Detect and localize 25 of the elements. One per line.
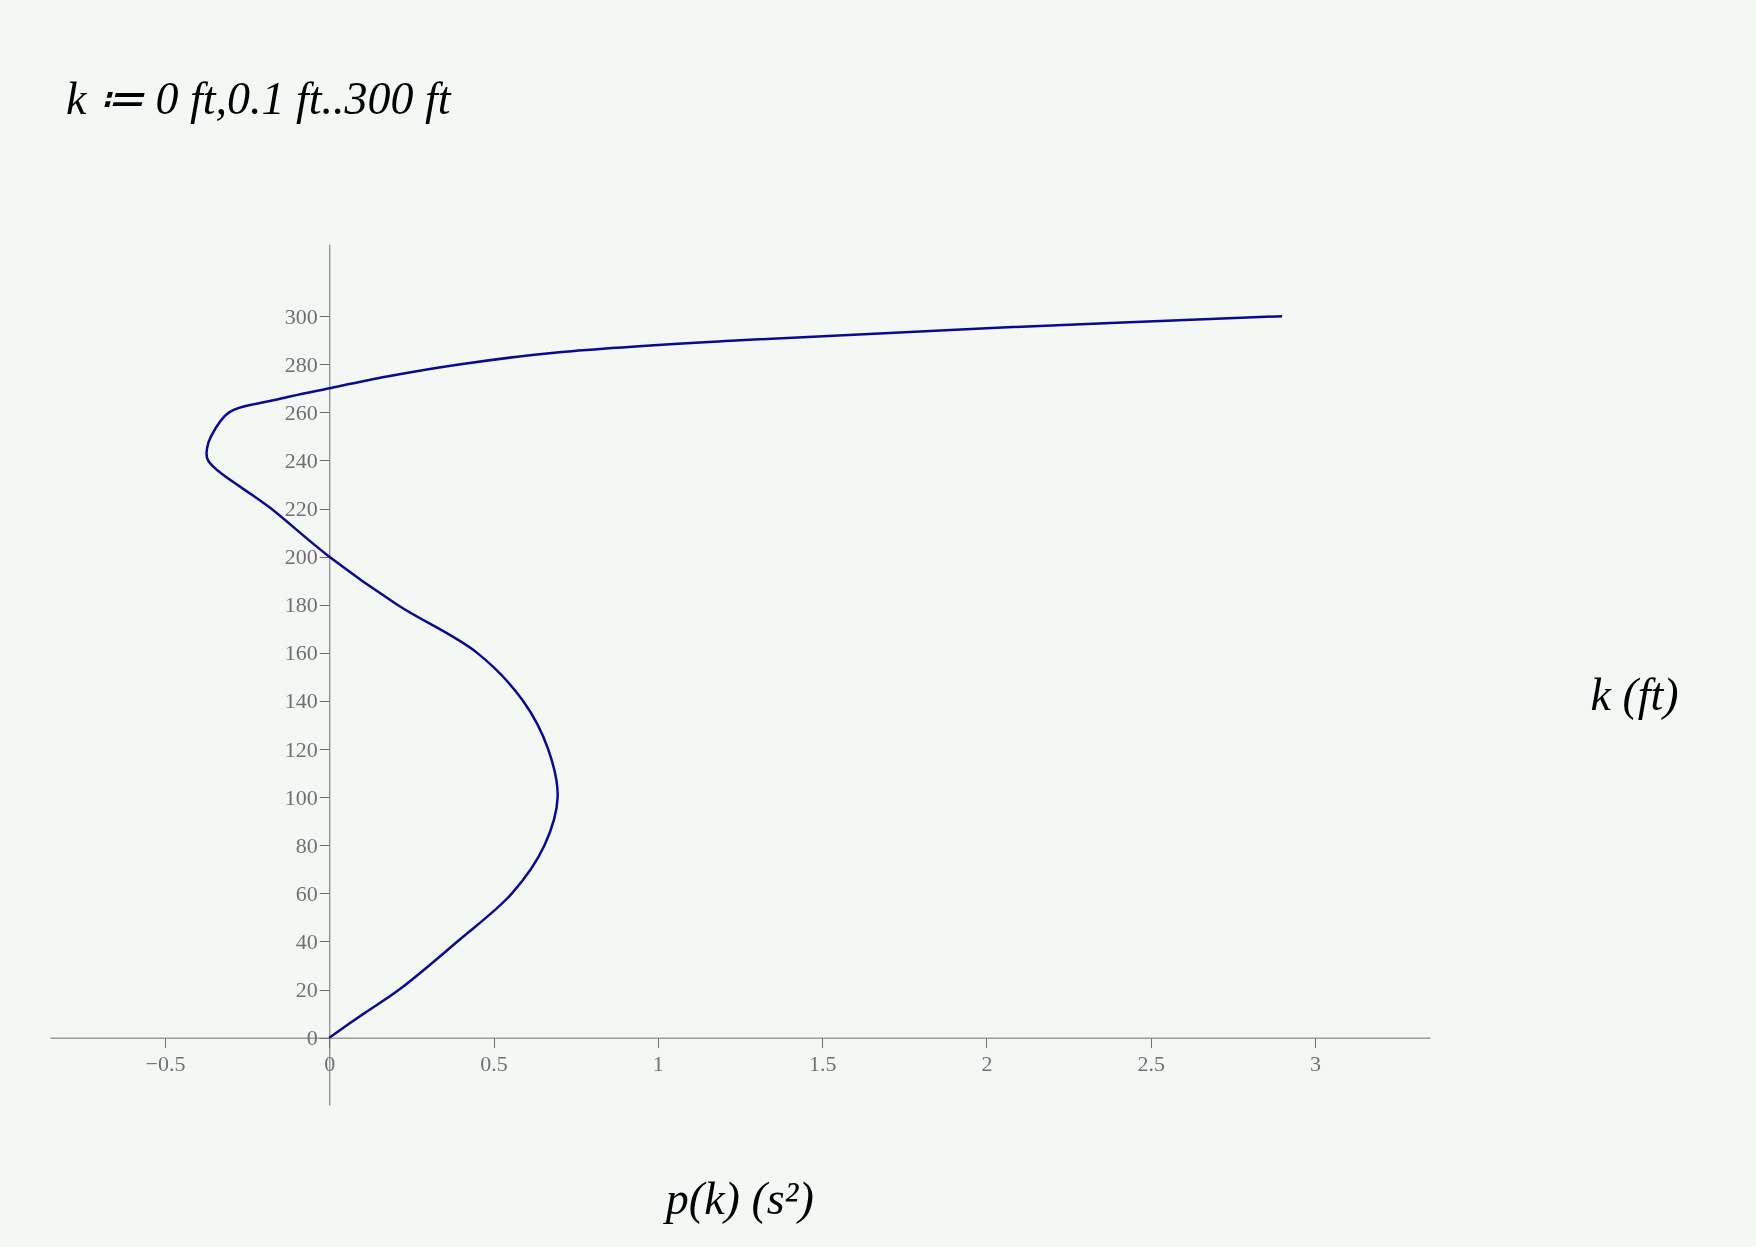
y-tick-label: 220 (284, 496, 318, 522)
y-tick-label: 140 (284, 688, 318, 714)
y-tick-label: 160 (284, 640, 318, 666)
x-tick-label: 1.5 (808, 1051, 837, 1077)
y-tick-label: 100 (284, 784, 318, 810)
y-tick-label: 300 (284, 303, 318, 329)
y-tick-label: 40 (295, 928, 318, 954)
y-tick-label: 200 (284, 544, 318, 570)
x-tick-label: 3 (1310, 1051, 1321, 1077)
y-axis-title: k (ft) (1590, 668, 1679, 720)
x-axis-title: p(k) (s²) (662, 1173, 814, 1225)
y-tick-label: 20 (295, 977, 318, 1003)
x-tick-label: 2.5 (1137, 1051, 1165, 1077)
y-tick-label: 260 (284, 399, 318, 425)
y-tick-label: 120 (284, 736, 318, 762)
x-tick-label: 1 (652, 1051, 664, 1077)
y-tick-label: 180 (284, 592, 318, 618)
x-tick-label: −0.5 (145, 1051, 186, 1077)
x-tick-label: 0.5 (480, 1051, 508, 1077)
x-tick-label: 2 (981, 1051, 993, 1077)
y-tick-label: 60 (295, 880, 318, 906)
y-tick-label: 240 (284, 447, 318, 473)
y-tick-label: 80 (295, 832, 318, 858)
y-tick-label: 280 (284, 351, 318, 377)
chart-title: k ≔ 0 ft,0.1 ft..300 ft (66, 73, 452, 124)
